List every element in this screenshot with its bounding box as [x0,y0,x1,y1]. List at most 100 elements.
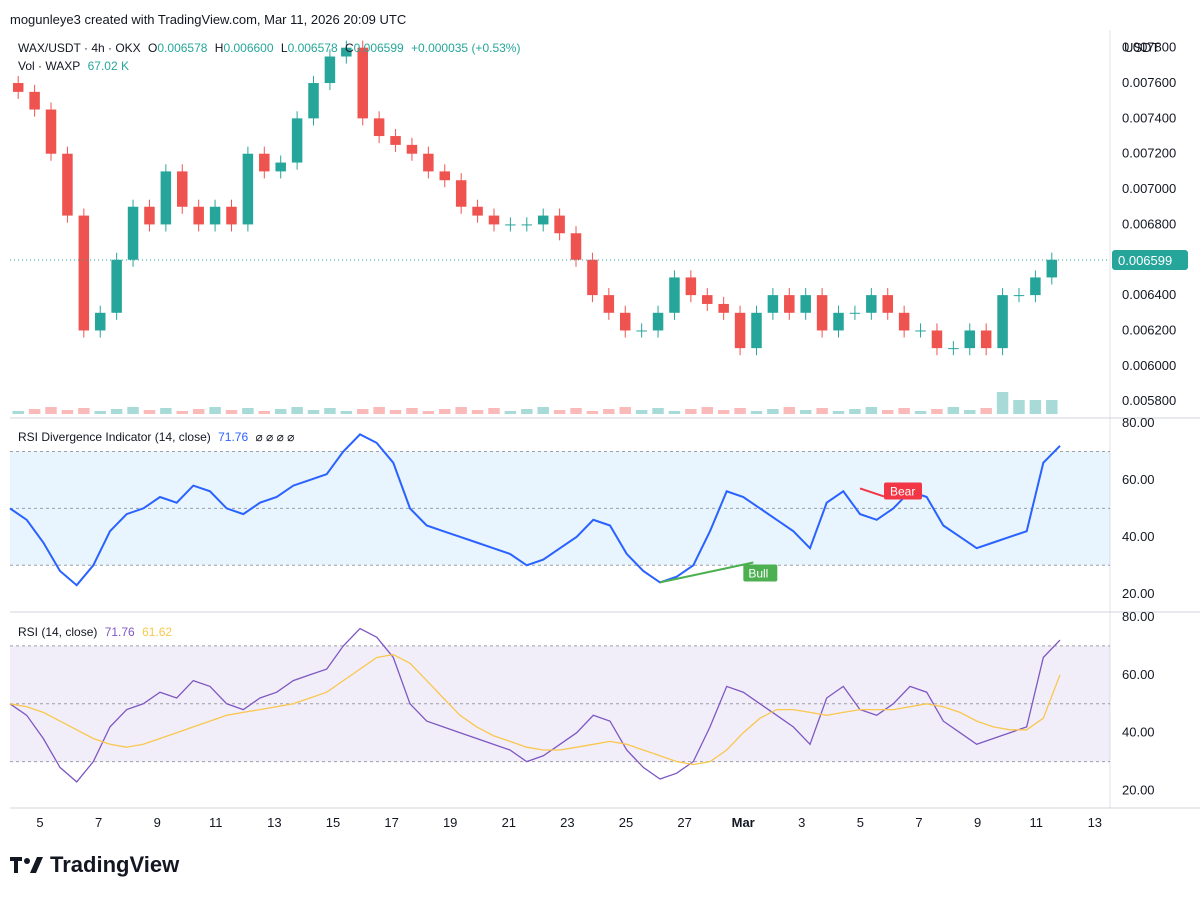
volume-bar [340,411,353,414]
candle-body [734,312,746,349]
volume-bar [127,407,139,414]
volume-bar [389,410,402,414]
bear-divergence-line [859,487,885,498]
volume-bar [570,408,582,414]
volume-bar [701,407,714,414]
candle-body [127,206,139,260]
rsi-div-icons[interactable]: ⌀ ⌀ ⌀ ⌀ [255,430,295,444]
candle-body [94,312,106,331]
volume-bar [439,409,451,414]
candle-body [702,295,713,304]
rsi-ma-value: 61.62 [142,625,173,639]
price-tick-label: 0.007400 [1122,110,1176,125]
candle-body [406,144,418,154]
volume-bar [12,411,24,414]
candle-body [193,206,204,225]
volume-bar [685,409,697,414]
volume-bar [914,411,927,414]
volume-bar [176,411,189,414]
candle-body [357,47,368,119]
high-value: 0.006600 [223,41,274,55]
candle-body [390,136,401,145]
candle-body [652,312,664,331]
volume-bar [373,407,385,414]
rsi-div-value: 71.76 [218,430,249,444]
volume-bar [586,411,599,414]
volume-bar [504,411,517,414]
volume-bar [225,410,238,414]
candle-body [587,259,598,296]
candle-body [964,330,976,349]
candle-body [898,312,910,331]
bull-tag [743,564,778,582]
time-tick-label: 21 [502,815,516,830]
time-tick-label: 27 [677,815,691,830]
rsi-line [9,433,1061,587]
candle-body [833,312,844,331]
volume-bar [931,409,943,414]
volume-bar [865,407,878,414]
time-tick-label: 9 [154,815,161,830]
rsi-title: RSI (14, close) [18,625,98,639]
volume-bar [307,410,320,414]
time-tick-label: 15 [326,815,340,830]
candle-body [1013,295,1025,297]
low-value: 0.006578 [287,41,338,55]
candle-body [948,348,959,350]
tradingview-logo-icon [10,857,43,873]
rsi-tick-label: 60.00 [1122,667,1155,682]
candle-body [849,312,861,314]
volume-bar [1013,400,1025,414]
candle-body [160,171,172,225]
time-tick-label: Mar [732,815,755,830]
high-label: H [214,41,224,55]
volume-bar [192,409,205,414]
price-tick-label: 0.006000 [1122,358,1176,373]
volume-bar [406,408,418,414]
candle-body [685,277,697,296]
volume-bar [488,408,500,414]
price-tick-label: 0.007600 [1122,75,1176,90]
volume-bar [783,407,796,414]
volume-bar [160,408,172,414]
volume-bar [635,410,648,414]
candle-body [177,171,188,207]
close-value: 0.006599 [353,41,404,55]
candle-body [324,56,336,84]
close-label: C [344,41,354,55]
volume-bar [1029,400,1042,414]
rsi-band [10,451,1110,566]
rsi-tick-label: 20.00 [1122,783,1155,798]
volume-bar [242,408,254,414]
rsi-div-title: RSI Divergence Indicator (14, close) [18,430,211,444]
volume-bar [980,408,992,414]
volume-bar [767,409,779,414]
price-tick-label: 0.006400 [1122,287,1176,302]
time-tick-label: 7 [915,815,922,830]
price-tick-label: 0.006200 [1122,322,1176,337]
time-tick-label: 9 [974,815,981,830]
volume-bar [832,411,845,414]
candle-body [242,153,254,225]
price-axis-currency: USDT [1124,40,1159,55]
candle-body [341,47,352,57]
rsi-value: 71.76 [104,625,135,639]
volume-bar [471,410,484,414]
candle-body [275,162,286,172]
time-tick-label: 5 [36,815,43,830]
rsi-ma-line [9,653,1061,766]
rsi-div-legend: RSI Divergence Indicator (14, close) 71.… [18,430,298,444]
candle-body [1030,277,1041,296]
candle-body [291,118,303,163]
candle-body [308,83,319,119]
candle-body [373,118,385,137]
price-tick-label: 0.007200 [1122,146,1176,161]
volume-bar [964,410,976,414]
volume-bar [45,407,57,414]
volume-bar [996,392,1009,414]
candle-body [866,295,877,313]
volume-bar [849,409,861,414]
candle-body [554,215,565,234]
time-tick-label: 13 [267,815,281,830]
time-tick-label: 17 [384,815,398,830]
